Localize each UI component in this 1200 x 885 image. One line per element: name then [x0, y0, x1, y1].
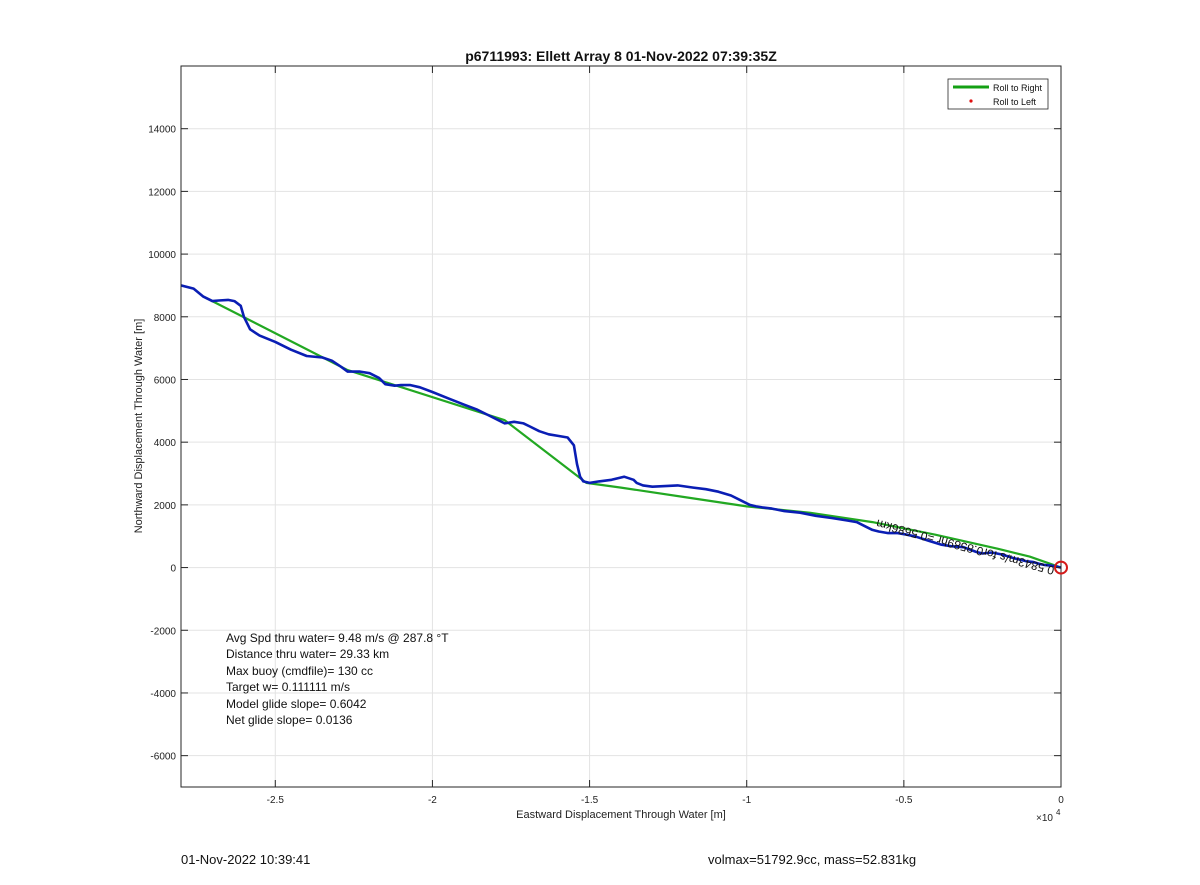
y-axis-label: Northward Displacement Through Water [m] — [133, 319, 145, 534]
x-tick-label: -2 — [428, 795, 437, 806]
x-tick-label: 0 — [1058, 795, 1064, 806]
footer-mass-info: volmax=51792.9cc, mass=52.831kg — [708, 852, 917, 867]
series-layer — [181, 284, 1061, 569]
chart-title: p6711993: Ellett Array 8 01-Nov-2022 07:… — [465, 48, 777, 64]
legend-label-roll-left: Roll to Left — [993, 97, 1037, 107]
stat-avg-speed: Avg Spd thru water= 9.48 m/s @ 287.8 °T — [226, 631, 449, 645]
stat-max-buoy: Max buoy (cmdfile)= 130 cc — [226, 664, 373, 678]
x-exponent-base: ×10 — [1036, 813, 1053, 824]
series-line-roll-right — [205, 296, 1061, 569]
y-tick-label: 4000 — [154, 438, 177, 449]
y-tick-label: 12000 — [148, 187, 176, 198]
legend-swatch-roll-left — [969, 99, 973, 103]
x-tick-label: -0.5 — [895, 795, 913, 806]
stat-distance: Distance thru water= 29.33 km — [226, 647, 389, 661]
stat-model-glide: Model glide slope= 0.6042 — [226, 697, 367, 711]
x-axis-label: Eastward Displacement Through Water [m] — [516, 809, 726, 821]
legend-label-roll-right: Roll to Right — [993, 83, 1043, 93]
series-line-track — [181, 284, 1061, 569]
x-tick-label: -1.5 — [581, 795, 599, 806]
ticks: -2.5 -2 -1.5 -1 -0.5 0 -6000 -4000 -2000 0 2000 400… — [148, 66, 1064, 806]
legend-box — [947, 78, 1049, 110]
legend: Roll to Right Roll to Left — [947, 78, 1049, 110]
y-tick-label: 6000 — [154, 375, 177, 386]
y-tick-label: 14000 — [148, 125, 176, 136]
stat-net-glide: Net glide slope= 0.0136 — [226, 713, 353, 727]
footer-timestamp: 01-Nov-2022 10:39:41 — [181, 852, 311, 867]
end-position-marker — [1054, 560, 1068, 575]
x-tick-label: -2.5 — [267, 795, 285, 806]
y-tick-label: 8000 — [154, 313, 177, 324]
y-tick-label: -2000 — [150, 626, 176, 637]
x-tick-label: -1 — [742, 795, 751, 806]
plot-area — [181, 66, 1061, 787]
y-tick-label: 0 — [170, 564, 176, 575]
x-exponent-power: 4 — [1056, 808, 1061, 817]
y-tick-label: -4000 — [150, 689, 176, 700]
y-tick-label: 10000 — [148, 250, 176, 261]
stat-target-w: Target w= 0.111111 m/s — [226, 680, 350, 694]
stats-block: Avg Spd thru water= 9.48 m/s @ 287.8 °T … — [226, 631, 449, 727]
y-tick-label: 2000 — [154, 501, 177, 512]
axes-frame — [180, 65, 1062, 788]
y-tick-label: -6000 — [150, 752, 176, 763]
